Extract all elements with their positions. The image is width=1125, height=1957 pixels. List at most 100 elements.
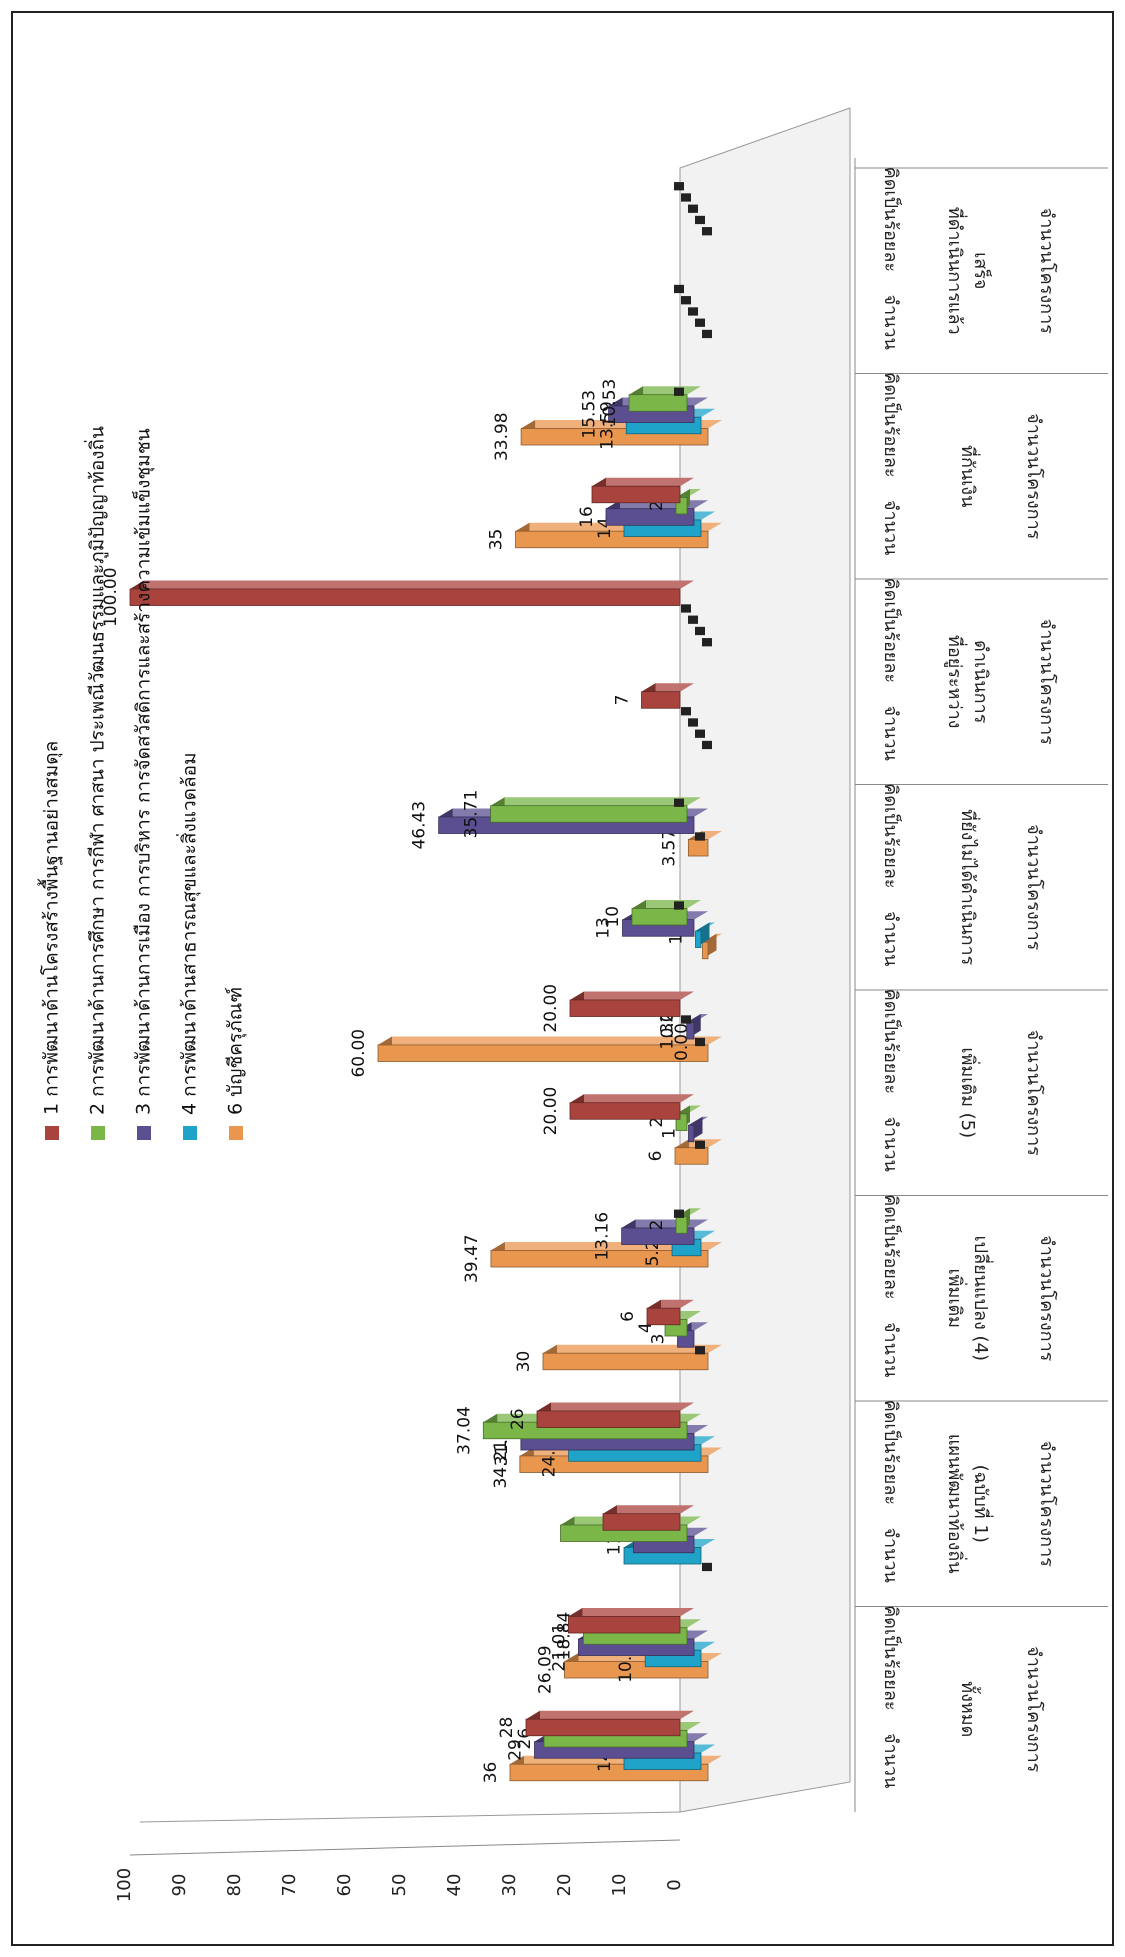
data-label: 1.32 [658,1012,678,1050]
chart-border [11,11,1114,1946]
bar-face [675,497,688,515]
legend-label: 4 การพัฒนาด้านสาธารณสุขและสิ่งแวดล้อม [176,752,202,1115]
legend-swatch [91,1126,105,1140]
bar-stub [674,901,684,910]
group-label: ดำเนินการ [970,640,991,724]
bar: 10 [603,900,701,928]
bar: 7 [613,683,694,709]
bar-face [605,508,695,526]
bar-stub [681,1015,691,1024]
bar: 100.00 [101,567,694,627]
bar [688,615,698,624]
data-label: 20.00 [541,984,561,1033]
bar-stub [688,204,698,213]
group-label: แผนพัฒนาท้องถิ่น [944,1434,968,1574]
data-label: 7 [613,695,633,706]
bar-stub [702,329,712,339]
data-label: 100.00 [101,567,121,626]
bar: 1 [667,922,715,948]
bar: 35.71 [462,790,701,838]
legend-swatch [183,1126,197,1140]
bar-side [570,1094,694,1103]
sub-category-label: จำนวน [880,500,901,555]
sub-category-label: จำนวน [880,1527,901,1582]
bar-face [686,1022,695,1040]
legend-label: 3 การพัฒนาด้านการเมือง การบริหาร การจัดส… [131,428,156,1115]
data-label: 46.43 [410,801,430,850]
group-label: จำนวนโครงการ [1023,1646,1045,1773]
y-tick-label: 70 [279,1874,300,1897]
bar [695,1346,705,1355]
y-axis: 0 10 20 30 40 50 60 70 80 90 100 [114,1839,685,1902]
sub-category-label: คิดเป็นร้อยละ [880,1194,903,1299]
group-label: เพิ่มเติม [944,1268,968,1328]
legend: 1 การพัฒนาด้านโครงสร้างพื้นฐานอย่างสมดุล… [38,426,248,1140]
bar-stub [688,307,698,316]
group-label: จำนวนโครงการ [1023,413,1045,540]
back-wall-line [139,1811,681,1823]
bar-side [378,1036,722,1045]
group-label: ที่อยู่ระหว่าง [944,635,968,728]
data-label: 10.53 [600,379,620,428]
legend-entry: 2 การพัฒนาด้านการศึกษา การกีฬา ศาสนา ประ… [84,426,109,1140]
bar [702,227,712,236]
bar: 20.00 [541,1087,694,1135]
bar-face [377,1044,709,1062]
bar-side [537,1402,694,1411]
y-tick-label: 60 [334,1874,355,1897]
bar: 2 [647,489,701,515]
y-tick-label: 20 [554,1874,575,1897]
legend-label: 6 บัญชีครุภัณฑ์ [225,987,248,1115]
group-label: จำนวนโครงการ [1036,619,1058,746]
bar: 60.00 [349,1029,722,1078]
bar: 30 [514,1344,722,1372]
sub-category-label: จำนวน [880,705,901,760]
bar-stub [674,798,684,807]
bar-face [646,1307,681,1326]
bar [591,477,694,504]
y-tick-label: 100 [114,1868,135,1902]
sub-category-label: คิดเป็นร้อยละ [880,1400,903,1505]
data-label: 3.57 [659,829,679,867]
data-label: 2 [647,1117,667,1128]
data-label: 15.53 [580,390,600,439]
data-label: 60.00 [349,1029,369,1078]
floor [679,107,851,1813]
data-label: 37.04 [454,1406,474,1455]
bar-face [675,1216,688,1234]
bar-face [687,839,709,857]
y-tick-label: 90 [169,1874,190,1897]
data-label: 35 [487,529,507,551]
group-label: จำนวนโครงการ [1036,208,1058,335]
legend-swatch [45,1126,59,1140]
bar-stub [674,1209,684,1218]
bar [695,626,705,636]
legend-entry: 4 การพัฒนาด้านสาธารณสุขและสิ่งแวดล้อม [176,752,202,1140]
bar-side [130,580,694,589]
bar: 6 [618,1299,694,1326]
bar-face [641,691,681,709]
bar-stub [681,707,691,716]
plot-frame [139,107,851,1823]
data-label: 13 [594,917,614,939]
data-label: 1 [667,934,687,945]
bar [695,318,705,327]
group-label: ทั้งหมด [957,1681,981,1737]
bar-face [688,1124,695,1143]
bar-face [628,394,688,412]
bar [674,901,684,910]
data-label: 29 [506,1739,526,1761]
bar-stub [688,718,698,727]
group-label: ที่ดำเนินการแล้ว [944,207,968,335]
y-tick-label: 50 [389,1874,410,1897]
legend-swatch [229,1126,243,1140]
sub-category-label: คิดเป็นร้อยละ [880,167,903,272]
bar-side [526,1710,694,1720]
bar [681,193,691,202]
sub-category-label: จำนวน [880,911,901,966]
bar-stub [674,284,684,294]
data-label: 3 [649,1334,669,1345]
bar-face [569,999,681,1017]
